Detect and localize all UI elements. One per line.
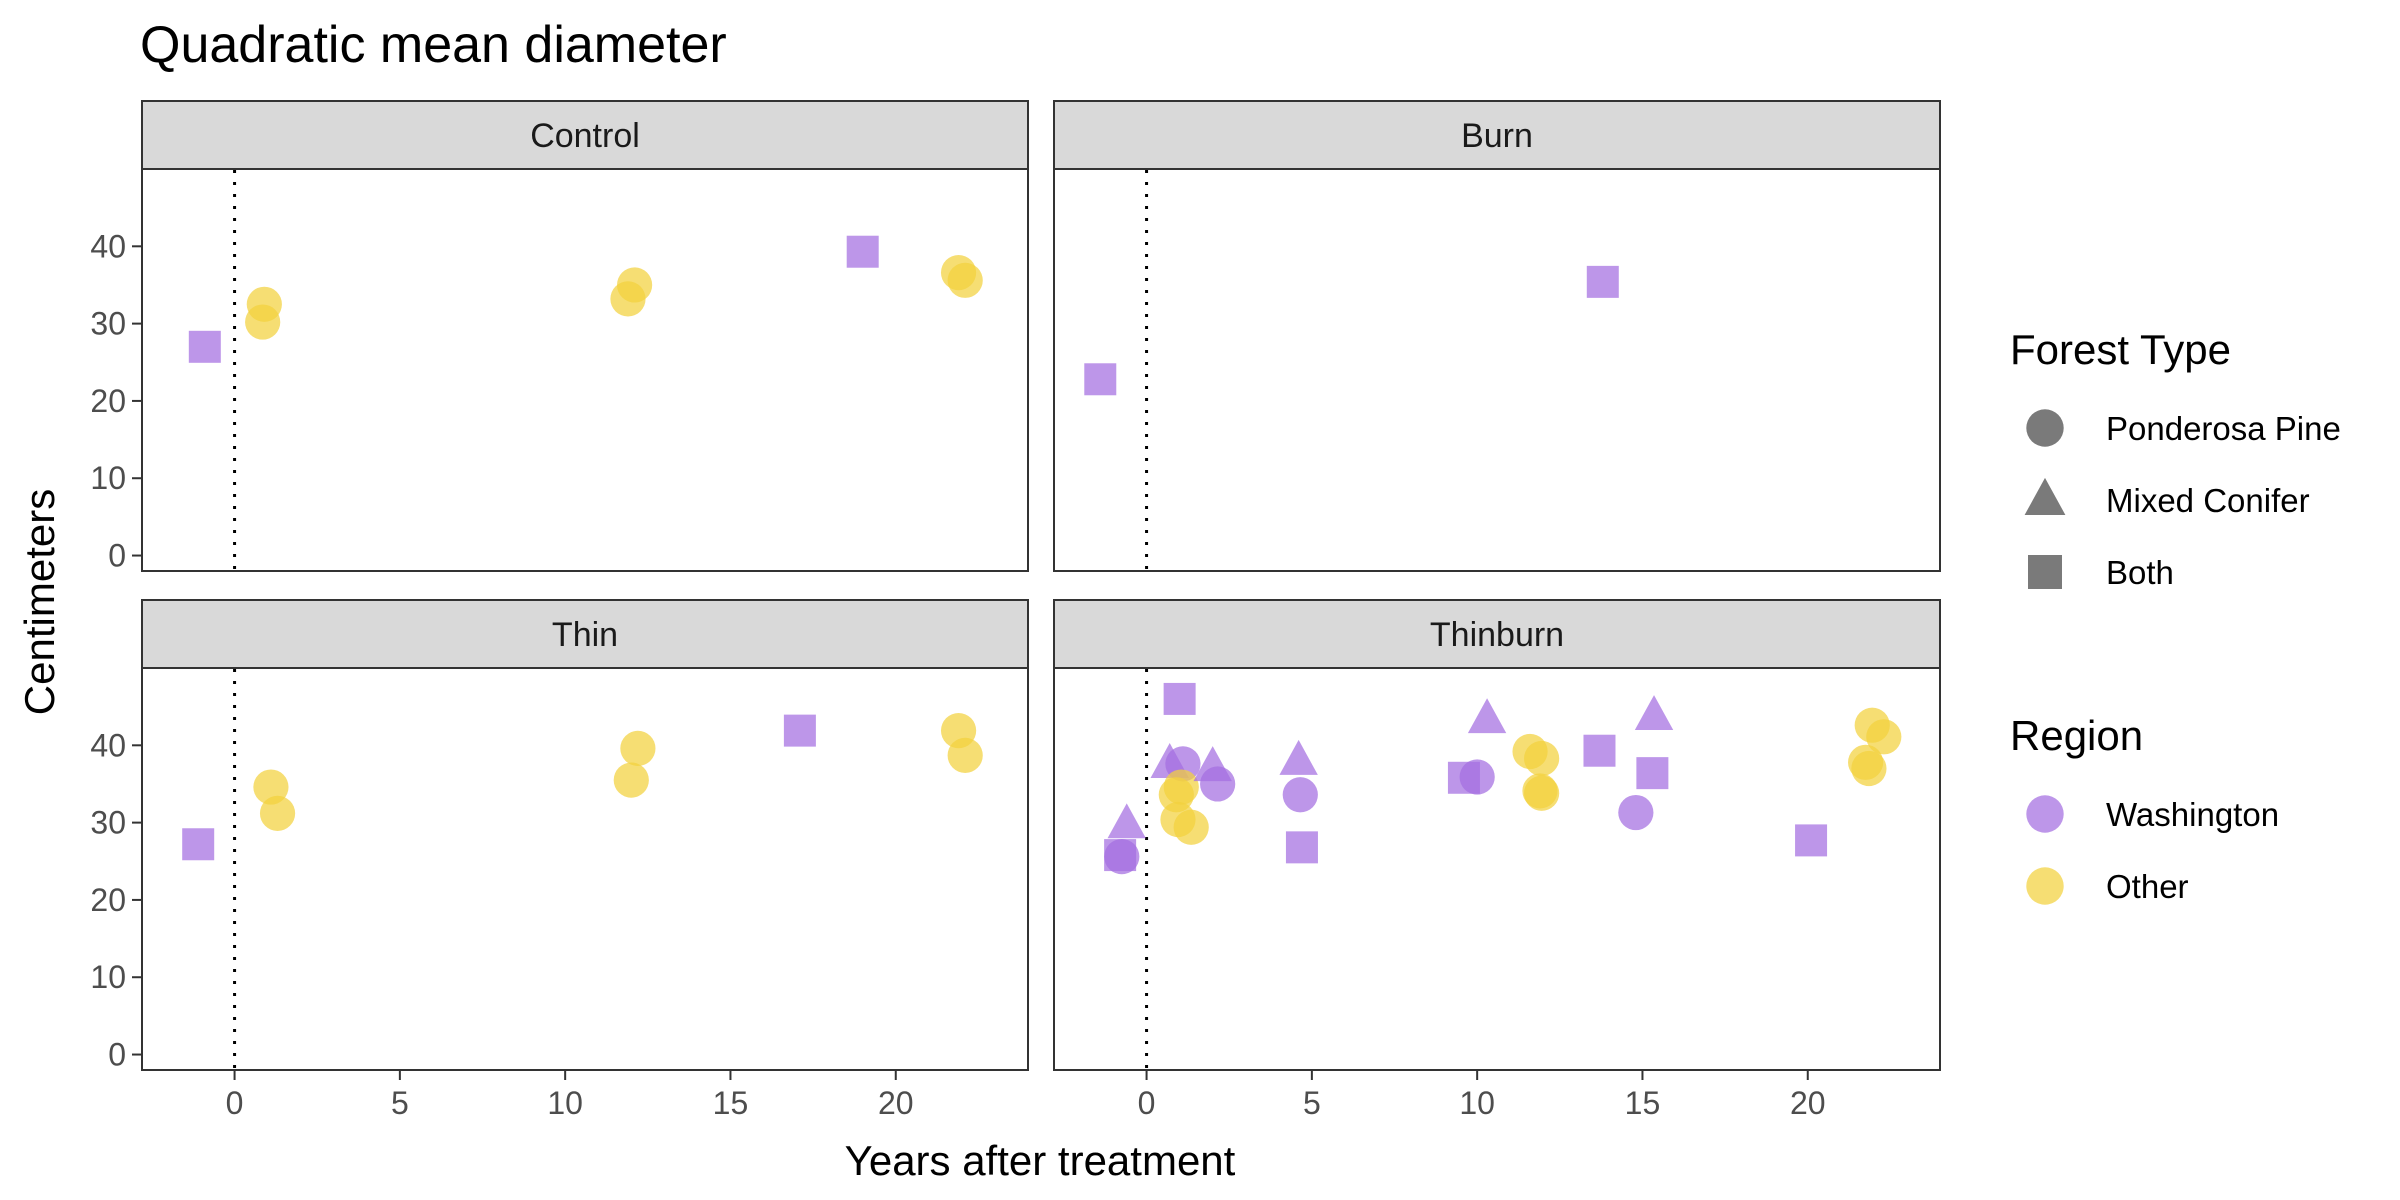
legend: Forest Type Ponderosa Pine Mixed Conifer Bo… [2010,326,2341,905]
facet-strip-label: Thinburn [1430,616,1564,654]
data-point [1282,777,1318,813]
data-point [1285,831,1318,864]
data-point [846,235,879,268]
data-point [182,828,215,861]
facet-strip-label: Control [530,117,640,155]
legend-key [2026,867,2064,905]
y-tick-label: 10 [90,460,126,496]
data-point [1163,769,1199,805]
data-point [1524,740,1560,777]
data-point [245,304,281,340]
y-tick-label: 30 [90,805,126,841]
data-point [259,795,296,831]
data-point [947,737,983,773]
facet-strip [141,599,1029,669]
legend-label: Other [2106,868,2189,905]
data-point [1467,698,1507,734]
data-point [253,769,289,805]
y-tick-label: 40 [90,228,126,264]
data-point [1200,766,1236,802]
y-tick-label: 20 [90,882,126,918]
legend-label: Both [2106,554,2174,591]
data-point [1636,757,1669,790]
y-tick-label: 30 [90,306,126,342]
data-point [1866,719,1902,755]
legend-title: Region [2010,712,2143,759]
facet-strip-label: Thin [552,616,618,654]
x-tick-label: 20 [1790,1085,1826,1121]
data-point [1634,695,1674,731]
legend-label: Ponderosa Pine [2106,410,2341,447]
data-point [1586,265,1619,298]
y-tick-label: 10 [90,959,126,995]
legend-title: Forest Type [2010,326,2231,373]
data-point [1163,682,1196,715]
data-point [1104,839,1140,875]
x-tick-label: 10 [547,1085,583,1121]
legend-key [2028,555,2062,589]
data-point [613,762,649,798]
data-points [1104,682,1902,875]
facet-strip [141,100,1029,170]
data-point [1583,734,1616,767]
x-tick-label: 5 [1303,1085,1321,1121]
x-tick-label: 5 [391,1085,409,1121]
y-tick-label: 40 [90,727,126,763]
x-tick-label: 0 [226,1085,244,1121]
plot-area [141,667,1029,1071]
legend-label: Mixed Conifer [2106,482,2310,519]
data-point [1524,775,1560,811]
data-points [1084,265,1619,396]
plot-area [1053,168,1941,572]
data-point [947,262,983,298]
plot-area [1053,667,1941,1071]
legend-key [2026,795,2064,833]
data-point [188,330,221,363]
panel-burn: Burn [1053,100,1941,572]
legend-label: Washington [2106,796,2279,833]
data-point [1851,750,1887,787]
y-axis-title: Centimeters [16,489,63,715]
chart-title: Quadratic mean diameter [140,16,727,74]
data-points [188,235,983,363]
data-points [182,713,983,861]
data-point [1107,803,1146,839]
legend-key [2026,409,2064,447]
y-tick-label: 0 [108,538,126,574]
data-point [1618,794,1654,831]
data-point [1279,739,1318,775]
panel-thinburn: Thinburn 0 5 10 15 20 [1053,599,1941,1121]
data-point [1084,363,1117,396]
x-tick-label: 10 [1459,1085,1495,1121]
y-tick-label: 0 [108,1037,126,1073]
facet-strip-label: Burn [1461,117,1533,155]
x-axis-title: Years after treatment [845,1137,1236,1184]
facet-strip [1053,100,1941,170]
x-tick-label: 15 [1625,1085,1661,1121]
data-point [620,730,656,767]
data-point [610,281,646,317]
legend-key [2024,477,2066,515]
x-tick-label: 20 [878,1085,914,1121]
data-point [1795,824,1828,857]
panel-control: Control 0 10 20 30 40 [90,100,1029,574]
x-tick-label: 15 [713,1085,749,1121]
panel-thin: Thin 0 10 20 30 40 0 5 10 15 20 [90,599,1029,1121]
y-tick-label: 20 [90,383,126,419]
x-tick-label: 0 [1138,1085,1156,1121]
data-point [783,714,816,747]
plot-area [141,168,1029,572]
data-point [1173,809,1209,845]
facet-panels: Control 0 10 20 30 40 Burn Thin 0 10 20 30 40 0 5 10 15 2… [90,100,1941,1121]
data-point [1459,759,1495,795]
